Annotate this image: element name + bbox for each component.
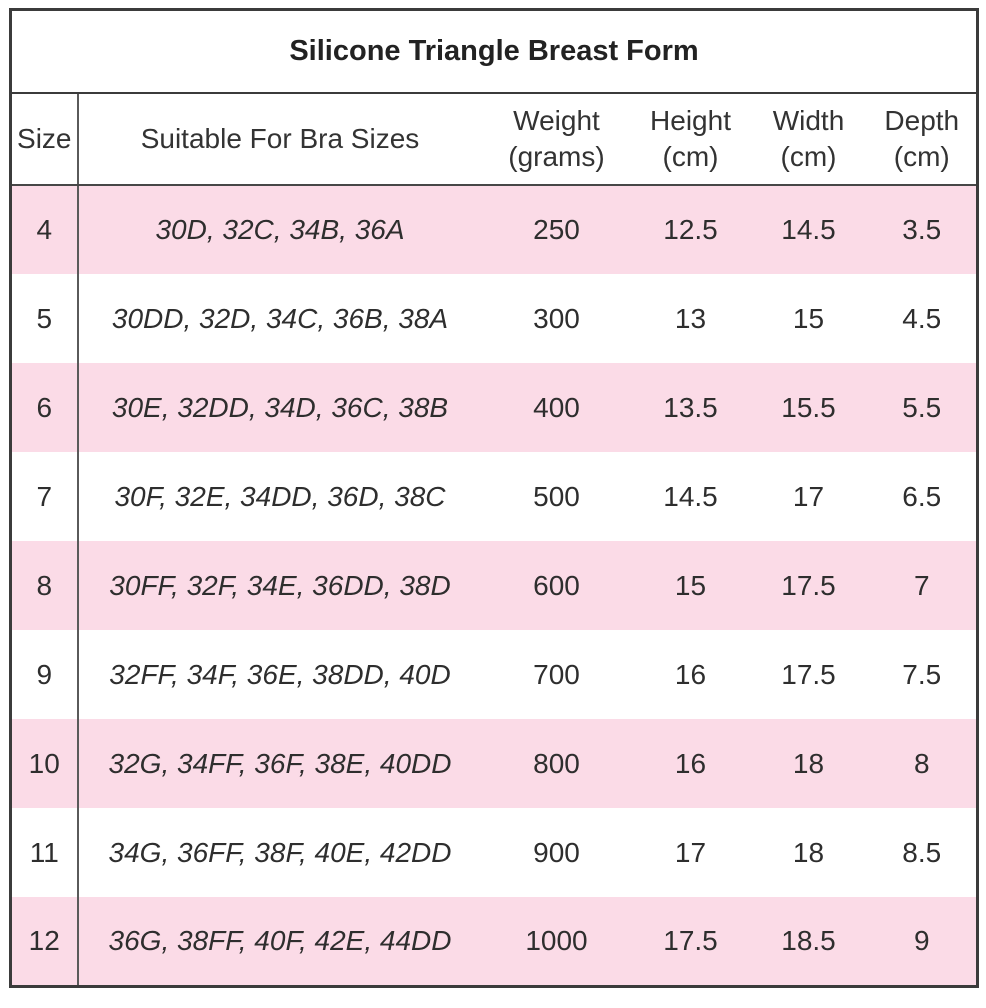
cell-bra-sizes: 30FF, 32F, 34E, 36DD, 38D: [109, 569, 451, 601]
cell-height: 12.5: [663, 214, 718, 245]
header-size-label: Size: [17, 122, 72, 154]
cell-depth: 8: [913, 747, 930, 779]
cell-width: 18: [792, 747, 825, 779]
cell-bra-sizes: 34G, 36FF, 38F, 40E, 42DD: [108, 836, 452, 868]
cell-height: 17: [674, 836, 707, 868]
cell-height: 13.5: [663, 391, 718, 423]
cell-size: 7: [10, 452, 79, 541]
size-chart-table: Silicone Triangle Breast Form Size Suita…: [9, 8, 980, 988]
cell-weight: 500: [533, 480, 580, 512]
table-row-size-12: 12 36G, 38FF, 40F, 42E, 44DD 1000 17.5 1…: [10, 897, 978, 986]
cell-bra-sizes: 32G, 34FF, 36F, 38E, 40DD: [108, 747, 452, 779]
table-title: Silicone Triangle Breast Form: [10, 9, 978, 94]
column-header-height: Height (cm): [631, 93, 750, 186]
cell-width: 17.5: [781, 658, 836, 690]
header-depth-label: Depth: [884, 104, 960, 136]
cell-width: 17.5: [781, 569, 836, 601]
cell-depth: 7.5: [902, 658, 942, 690]
cell-bra-sizes: 30DD, 32D, 34C, 36B, 38A: [111, 302, 449, 334]
cell-depth: 8.5: [902, 836, 942, 868]
cell-size: 10: [10, 719, 79, 808]
column-header-bra-sizes: Suitable For Bra Sizes: [77, 93, 482, 186]
cell-weight: 800: [533, 747, 580, 779]
table-row-size-6: 6 30E, 32DD, 34D, 36C, 38B 400 13.5 15.5…: [10, 363, 978, 452]
cell-weight: 700: [533, 658, 580, 690]
header-height-label: Height: [650, 104, 731, 136]
table-row-size-11: 11 34G, 36FF, 38F, 40E, 42DD 900 17 18 8…: [10, 808, 978, 897]
cell-bra-sizes: 30D, 32C, 34B, 36A: [155, 214, 405, 245]
cell-depth: 9: [913, 924, 930, 956]
header-bra-label: Suitable For Bra Sizes: [140, 122, 420, 154]
cell-height: 13: [674, 302, 707, 334]
cell-size: 4: [10, 185, 79, 274]
table-header-row: Size Suitable For Bra Sizes Weight (gram…: [10, 93, 978, 186]
cell-size: 6: [10, 363, 79, 452]
cell-width: 17: [792, 480, 825, 512]
column-header-width: Width (cm): [749, 93, 868, 186]
column-header-depth: Depth (cm): [867, 93, 978, 186]
cell-height: 16: [674, 658, 707, 690]
column-header-weight: Weight (grams): [481, 93, 632, 186]
cell-height: 17.5: [663, 924, 718, 956]
table-row-size-9: 9 32FF, 34F, 36E, 38DD, 40D 700 16 17.5 …: [10, 630, 978, 719]
cell-bra-sizes: 36G, 38FF, 40F, 42E, 44DD: [108, 924, 452, 956]
cell-height: 16: [674, 747, 707, 779]
column-header-size: Size: [10, 93, 79, 186]
table-row-size-4: 4 30D, 32C, 34B, 36A 250 12.5 14.5 3.5: [10, 185, 978, 274]
cell-weight: 600: [533, 569, 580, 601]
table-row-size-7: 7 30F, 32E, 34DD, 36D, 38C 500 14.5 17 6…: [10, 452, 978, 541]
cell-weight: 1000: [525, 924, 588, 956]
header-weight-label: Weight: [513, 104, 600, 136]
cell-size: 8: [10, 541, 79, 630]
cell-size: 5: [10, 274, 79, 363]
cell-weight: 400: [533, 391, 580, 423]
header-height-unit: (cm): [662, 141, 719, 172]
table-title-row: Silicone Triangle Breast Form: [10, 9, 978, 94]
cell-depth: 5.5: [902, 391, 942, 423]
cell-width: 14.5: [781, 214, 836, 245]
cell-size: 12: [10, 897, 79, 986]
cell-depth: 7: [913, 569, 930, 601]
cell-bra-sizes: 30E, 32DD, 34D, 36C, 38B: [111, 391, 449, 423]
cell-weight: 250: [533, 214, 580, 245]
cell-width: 18.5: [781, 924, 836, 956]
cell-bra-sizes: 32FF, 34F, 36E, 38DD, 40D: [109, 658, 451, 690]
table-row-size-8: 8 30FF, 32F, 34E, 36DD, 38D 600 15 17.5 …: [10, 541, 978, 630]
table-row-size-5: 5 30DD, 32D, 34C, 36B, 38A 300 13 15 4.5: [10, 274, 978, 363]
cell-depth: 4.5: [902, 302, 942, 334]
header-width-label: Width: [772, 104, 845, 136]
header-depth-unit: (cm): [893, 141, 950, 172]
cell-height: 15: [674, 569, 707, 601]
cell-weight: 300: [533, 302, 580, 334]
cell-width: 15.5: [781, 391, 836, 423]
cell-bra-sizes: 30F, 32E, 34DD, 36D, 38C: [114, 480, 446, 512]
cell-height: 14.5: [663, 480, 718, 512]
header-weight-unit: (grams): [508, 141, 605, 172]
cell-width: 18: [792, 836, 825, 868]
cell-weight: 900: [533, 836, 580, 868]
table-row-size-10: 10 32G, 34FF, 36F, 38E, 40DD 800 16 18 8: [10, 719, 978, 808]
cell-size: 11: [10, 808, 79, 897]
cell-width: 15: [792, 302, 825, 334]
cell-depth: 3.5: [902, 214, 942, 245]
cell-size: 9: [10, 630, 79, 719]
header-width-unit: (cm): [780, 141, 837, 172]
cell-depth: 6.5: [902, 480, 942, 512]
